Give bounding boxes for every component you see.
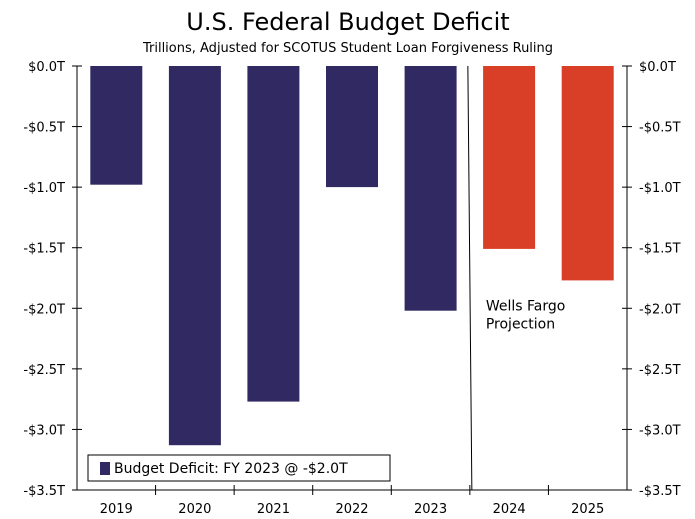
x-tick-label-2019: 2019 xyxy=(100,502,133,517)
legend-label: Budget Deficit: FY 2023 @ -$2.0T xyxy=(114,461,348,477)
y-tick-label-right: -$2.0T xyxy=(639,302,681,317)
y-tick-labels-right: $0.0T -$0.5T -$1.0T -$1.5T -$2.0T -$2.5T -$3.0… xyxy=(639,60,681,499)
y-tick-label-right: -$1.0T xyxy=(639,181,681,196)
bar-2024 xyxy=(483,66,536,249)
y-tick-label-left: $0.0T xyxy=(28,60,65,75)
x-tick-label-2024: 2024 xyxy=(493,502,526,517)
bar-2021 xyxy=(247,66,300,402)
y-tick-label-right: -$3.0T xyxy=(639,423,681,438)
bar-2022 xyxy=(326,66,378,188)
projection-annotation-line2: Projection xyxy=(486,316,555,332)
x-tick-label-2023: 2023 xyxy=(414,502,447,517)
y-tick-labels-left: $0.0T -$0.5T -$1.0T -$1.5T -$2.0T -$2.5T -$3.0… xyxy=(23,60,65,499)
y-tick-label-right: -$2.5T xyxy=(639,363,681,378)
y-tick-label-left: -$0.5T xyxy=(23,121,65,136)
y-tick-label-left: -$2.0T xyxy=(23,302,65,317)
legend: Budget Deficit: FY 2023 @ -$2.0T xyxy=(87,454,391,482)
x-tick-label-2020: 2020 xyxy=(178,502,211,517)
y-tick-label-left: -$3.0T xyxy=(23,423,65,438)
bar-2023 xyxy=(404,66,457,311)
axes-group xyxy=(72,65,632,495)
chart-title: U.S. Federal Budget Deficit xyxy=(186,8,509,36)
bars-group xyxy=(90,66,614,446)
y-tick-label-left: -$1.5T xyxy=(23,242,65,257)
bar-2020 xyxy=(168,66,221,446)
x-tick-label-2022: 2022 xyxy=(335,502,368,517)
legend-box xyxy=(87,454,391,482)
bar-2025 xyxy=(561,66,614,281)
y-tick-label-left: -$3.5T xyxy=(23,484,65,499)
bar-2019 xyxy=(90,66,143,185)
legend-swatch xyxy=(100,462,110,475)
y-tick-label-right: -$0.5T xyxy=(639,121,681,136)
y-tick-label-left: -$1.0T xyxy=(23,181,65,196)
x-tick-label-2025: 2025 xyxy=(571,502,604,517)
chart-subtitle: Trillions, Adjusted for SCOTUS Student L… xyxy=(142,41,553,56)
y-tick-label-left: -$2.5T xyxy=(23,363,65,378)
y-tick-label-right: $0.0T xyxy=(639,60,676,75)
x-tick-label-2021: 2021 xyxy=(257,502,290,517)
x-tick-labels: 2019 2020 2021 2022 2023 2024 2025 xyxy=(100,502,605,517)
y-tick-label-right: -$1.5T xyxy=(639,242,681,257)
y-tick-label-right: -$3.5T xyxy=(639,484,681,499)
projection-annotation-line1: Wells Fargo xyxy=(486,298,565,314)
projection-divider-line xyxy=(467,65,473,491)
